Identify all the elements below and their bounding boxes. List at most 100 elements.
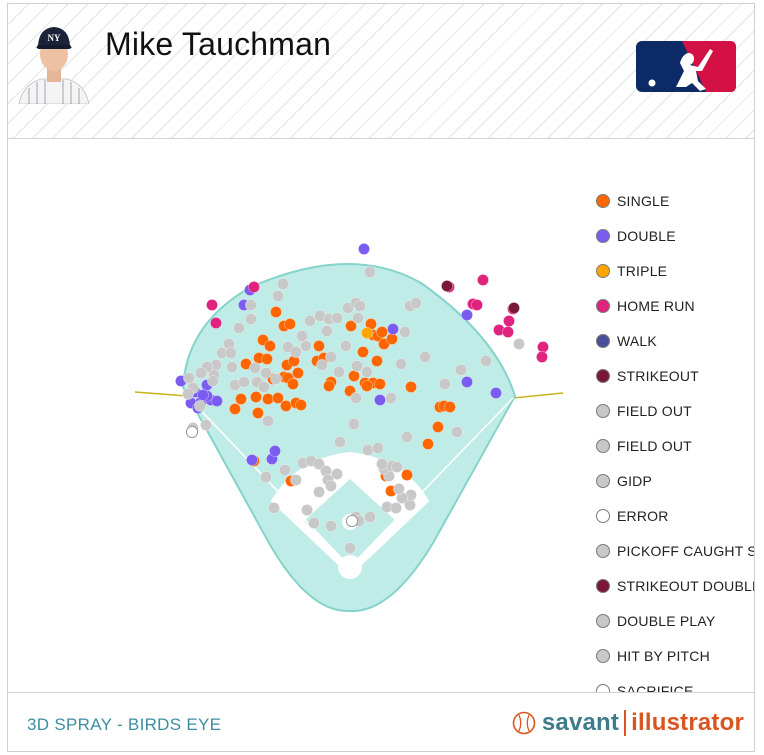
point-home-run[interactable] <box>503 315 515 327</box>
point-single[interactable] <box>235 393 247 405</box>
point-double[interactable] <box>358 243 370 255</box>
point-single[interactable] <box>432 421 444 433</box>
point-single[interactable] <box>252 407 264 419</box>
point-error[interactable] <box>185 425 199 439</box>
point-double[interactable] <box>246 454 258 466</box>
point-field-out[interactable] <box>245 313 257 325</box>
point-field-out[interactable] <box>268 502 280 514</box>
point-double[interactable] <box>387 323 399 335</box>
point-field-out[interactable] <box>300 340 312 352</box>
point-single[interactable] <box>229 403 241 415</box>
point-field-out[interactable] <box>333 366 345 378</box>
point-field-out[interactable] <box>270 373 282 385</box>
point-field-out[interactable] <box>364 266 376 278</box>
point-field-out[interactable] <box>455 364 467 376</box>
point-error[interactable] <box>345 514 359 528</box>
point-field-out[interactable] <box>331 468 343 480</box>
point-double[interactable] <box>490 387 502 399</box>
point-single[interactable] <box>374 378 386 390</box>
point-field-out[interactable] <box>260 367 272 379</box>
point-strikeout[interactable] <box>441 280 453 292</box>
point-single[interactable] <box>270 306 282 318</box>
point-single[interactable] <box>292 367 304 379</box>
point-single[interactable] <box>422 438 434 450</box>
point-field-out[interactable] <box>321 325 333 337</box>
point-field-out[interactable] <box>290 346 302 358</box>
legend-item[interactable]: DOUBLE PLAY <box>596 610 715 632</box>
point-field-out[interactable] <box>401 431 413 443</box>
point-field-out[interactable] <box>249 362 261 374</box>
point-home-run[interactable] <box>210 317 222 329</box>
point-field-out[interactable] <box>385 392 397 404</box>
point-field-out[interactable] <box>238 376 250 388</box>
point-field-out[interactable] <box>362 444 374 456</box>
point-double[interactable] <box>269 445 281 457</box>
legend-item[interactable]: GIDP <box>596 470 652 492</box>
point-single[interactable] <box>323 380 335 392</box>
point-field-out[interactable] <box>325 480 337 492</box>
point-field-out[interactable] <box>316 359 328 371</box>
point-field-out[interactable] <box>182 388 194 400</box>
point-field-out[interactable] <box>340 340 352 352</box>
legend-item[interactable]: HIT BY PITCH <box>596 645 710 667</box>
point-field-out[interactable] <box>352 312 364 324</box>
legend-item[interactable]: DOUBLE <box>596 225 676 247</box>
point-double[interactable] <box>461 309 473 321</box>
point-field-out[interactable] <box>304 315 316 327</box>
point-field-out[interactable] <box>195 367 207 379</box>
point-field-out[interactable] <box>513 338 525 350</box>
point-field-out[interactable] <box>262 415 274 427</box>
point-field-out[interactable] <box>376 458 388 470</box>
point-double[interactable] <box>374 394 386 406</box>
point-field-out[interactable] <box>372 442 384 454</box>
legend-item[interactable]: STRIKEOUT <box>596 365 699 387</box>
point-field-out[interactable] <box>313 486 325 498</box>
point-strikeout[interactable] <box>508 302 520 314</box>
point-home-run[interactable] <box>471 299 483 311</box>
point-home-run[interactable] <box>248 281 260 293</box>
point-field-out[interactable] <box>183 372 195 384</box>
point-field-out[interactable] <box>279 464 291 476</box>
point-single[interactable] <box>261 353 273 365</box>
legend-item[interactable]: SINGLE <box>596 190 670 212</box>
point-field-out[interactable] <box>233 322 245 334</box>
point-single[interactable] <box>357 346 369 358</box>
point-single[interactable] <box>262 393 274 405</box>
point-single[interactable] <box>345 320 357 332</box>
point-field-out[interactable] <box>200 419 212 431</box>
point-field-out[interactable] <box>277 278 289 290</box>
point-single[interactable] <box>371 355 383 367</box>
point-home-run[interactable] <box>537 341 549 353</box>
point-field-out[interactable] <box>331 312 343 324</box>
point-home-run[interactable] <box>477 274 489 286</box>
point-double[interactable] <box>461 376 473 388</box>
legend-item[interactable]: FIELD OUT <box>596 400 692 422</box>
point-home-run[interactable] <box>502 326 514 338</box>
point-field-out[interactable] <box>350 392 362 404</box>
point-field-out[interactable] <box>313 458 325 470</box>
point-field-out[interactable] <box>272 290 284 302</box>
point-single[interactable] <box>313 340 325 352</box>
point-field-out[interactable] <box>390 502 402 514</box>
point-field-out[interactable] <box>301 504 313 516</box>
point-field-out[interactable] <box>226 361 238 373</box>
point-single[interactable] <box>284 318 296 330</box>
point-home-run[interactable] <box>536 351 548 363</box>
point-field-out[interactable] <box>296 330 308 342</box>
point-field-out[interactable] <box>290 474 302 486</box>
point-field-out[interactable] <box>361 366 373 378</box>
point-field-out[interactable] <box>334 436 346 448</box>
legend-item[interactable]: ERROR <box>596 505 669 527</box>
point-field-out[interactable] <box>480 355 492 367</box>
point-field-out[interactable] <box>393 483 405 495</box>
point-single[interactable] <box>348 370 360 382</box>
point-field-out[interactable] <box>354 300 366 312</box>
legend-item[interactable]: WALK <box>596 330 657 352</box>
point-field-out[interactable] <box>351 360 363 372</box>
point-single[interactable] <box>287 378 299 390</box>
point-field-out[interactable] <box>258 381 270 393</box>
point-double[interactable] <box>211 395 223 407</box>
point-field-out[interactable] <box>399 326 411 338</box>
point-single[interactable] <box>444 401 456 413</box>
point-single[interactable] <box>401 469 413 481</box>
